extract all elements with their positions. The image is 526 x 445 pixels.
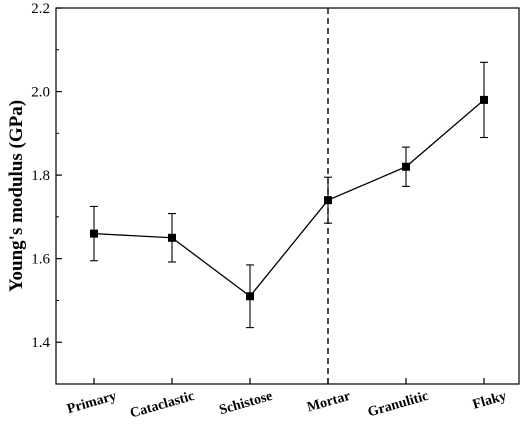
y-tick-label: 2.2 <box>31 1 50 17</box>
x-tick-label: Primary <box>65 389 118 417</box>
data-point <box>480 95 488 104</box>
data-point <box>246 292 254 301</box>
x-tick-label: Flaky <box>471 389 508 413</box>
y-axis-title: Young's modulus (GPa) <box>6 100 27 292</box>
data-point <box>402 162 410 171</box>
x-tick-label: Schistose <box>218 389 274 418</box>
data-point <box>90 229 98 238</box>
x-tick-label: Mortar <box>305 389 352 416</box>
y-tick-label: 1.6 <box>31 252 50 268</box>
y-tick-label: 1.8 <box>31 168 50 184</box>
x-tick-label: Cataclastic <box>129 389 197 422</box>
data-point <box>168 233 176 242</box>
data-point <box>324 196 332 205</box>
x-tick-label: Granulitic <box>366 389 430 421</box>
plot-frame <box>55 7 520 385</box>
y-tick-label: 2.0 <box>31 85 50 101</box>
y-tick-label: 1.4 <box>31 335 50 351</box>
series-line <box>93 99 485 298</box>
